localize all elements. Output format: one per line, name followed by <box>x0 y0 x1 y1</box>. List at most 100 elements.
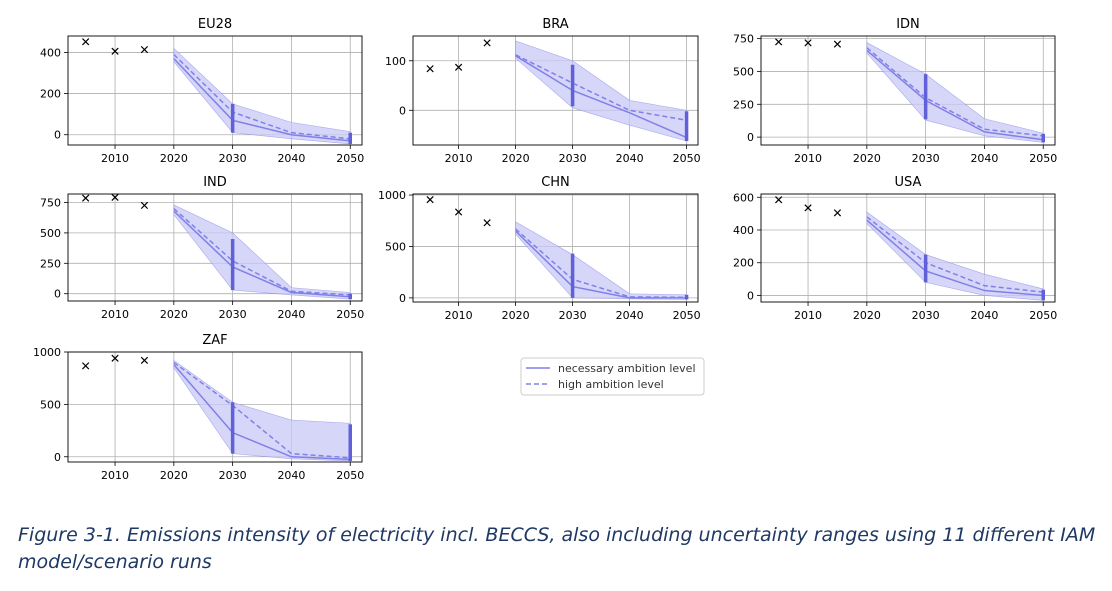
y-tick-label: 500 <box>733 65 754 78</box>
x-tick-label: 2040 <box>277 469 305 482</box>
necessary-ambition-line <box>515 230 687 299</box>
legend-high-label: high ambition level <box>558 378 664 391</box>
x-tick-label: 2010 <box>101 308 129 321</box>
y-tick-label: 500 <box>40 227 61 240</box>
panel-title: CHN <box>541 175 570 190</box>
x-tick-label: 2030 <box>559 309 587 322</box>
x-tick-label: 2020 <box>160 308 188 321</box>
historical-marker <box>111 354 119 362</box>
x-tick-label: 2050 <box>1029 152 1057 165</box>
x-tick-label: 2030 <box>219 308 247 321</box>
y-tick-label: 600 <box>733 191 754 204</box>
x-tick-label: 2030 <box>559 152 587 165</box>
x-tick-label: 2020 <box>160 469 188 482</box>
x-tick-label: 2050 <box>1029 309 1057 322</box>
x-tick-label: 2010 <box>101 469 129 482</box>
panel-title: BRA <box>542 17 568 32</box>
uncertainty-band <box>173 47 351 145</box>
y-tick-label: 250 <box>733 98 754 111</box>
x-tick-label: 2040 <box>616 309 644 322</box>
x-tick-label: 2010 <box>101 152 129 165</box>
marker-stroke <box>111 354 119 362</box>
panel-bra: BRA 2010 2020 2030 2040 2050 0 100 <box>385 17 701 165</box>
historical-marker <box>483 39 491 47</box>
uncertainty-band <box>173 359 351 462</box>
x-tick-label: 2040 <box>277 308 305 321</box>
necessary-ambition-line <box>866 219 1044 297</box>
historical-marker <box>140 356 149 365</box>
y-tick-label: 100 <box>385 55 406 68</box>
high-ambition-line <box>515 54 687 121</box>
uncertainty-band <box>866 42 1044 143</box>
necessary-ambition-line <box>866 49 1044 141</box>
panel-eu28: EU28 2010 2020 2030 2040 2050 0 200 400 <box>40 17 364 165</box>
high-ambition-line <box>515 228 687 299</box>
y-tick-label: 0 <box>399 292 406 305</box>
y-tick-label: 500 <box>40 398 61 411</box>
y-tick-label: 200 <box>40 88 61 101</box>
axes-frame <box>412 193 699 303</box>
historical-marker <box>833 40 842 48</box>
y-tick-label: 0 <box>54 451 61 464</box>
marker-stroke <box>804 204 812 212</box>
necessary-ambition-line <box>173 210 351 298</box>
marker-stroke <box>454 208 463 216</box>
marker-stroke <box>804 39 812 47</box>
x-tick-label: 2040 <box>970 309 998 322</box>
x-tick-label: 2040 <box>277 152 305 165</box>
marker-stroke <box>140 45 149 54</box>
axes-frame <box>760 35 1056 146</box>
axes-frame <box>67 35 363 146</box>
marker-stroke <box>483 39 491 47</box>
x-tick-label: 2030 <box>219 469 247 482</box>
x-tick-label: 2050 <box>673 309 701 322</box>
y-tick-label: 1000 <box>33 346 61 359</box>
panel-usa: USA 2010 2020 2030 2040 2050 0 200 400 600 <box>733 175 1057 322</box>
high-ambition-line <box>173 361 351 459</box>
y-tick-label: 750 <box>733 33 754 46</box>
axes-frame <box>67 351 363 463</box>
y-tick-label: 250 <box>40 257 61 270</box>
y-tick-label: 0 <box>747 131 754 144</box>
panel-title: IDN <box>896 17 920 32</box>
marker-stroke <box>483 219 491 227</box>
marker-stroke <box>775 196 783 204</box>
y-tick-label: 0 <box>54 129 61 142</box>
x-tick-label: 2010 <box>794 309 822 322</box>
necessary-ambition-line <box>173 58 351 142</box>
x-tick-label: 2020 <box>160 152 188 165</box>
marker-stroke <box>82 362 90 370</box>
y-tick-label: 0 <box>399 104 406 117</box>
marker-stroke <box>111 193 119 202</box>
y-tick-label: 1000 <box>378 189 406 202</box>
historical-marker <box>82 194 90 202</box>
necessary-ambition-line <box>515 55 687 139</box>
historical-marker <box>426 196 434 204</box>
x-tick-label: 2050 <box>336 152 364 165</box>
axes-frame <box>412 35 699 146</box>
high-ambition-line <box>173 53 351 140</box>
x-tick-label: 2050 <box>336 308 364 321</box>
uncertainty-band <box>866 211 1044 301</box>
legend-necessary-label: necessary ambition level <box>558 362 696 375</box>
figure-caption: Figure 3-1. Emissions intensity of elect… <box>18 524 1096 573</box>
necessary-ambition-line <box>173 364 351 461</box>
marker-stroke <box>140 201 149 210</box>
y-tick-label: 200 <box>733 257 754 270</box>
panel-title: ZAF <box>202 333 227 348</box>
marker-stroke <box>775 38 783 46</box>
historical-marker <box>804 39 812 47</box>
historical-marker <box>140 45 149 54</box>
figure-panels: EU28 2010 2020 2030 2040 2050 0 200 400 BRA 2010 20… <box>33 17 1057 482</box>
marker-stroke <box>82 38 90 46</box>
panel-ind: IND 2010 2020 2030 2040 2050 0 250 500 750 <box>40 175 364 321</box>
marker-stroke <box>111 47 119 55</box>
x-tick-label: 2020 <box>502 309 530 322</box>
x-tick-label: 2020 <box>502 152 530 165</box>
y-tick-label: 400 <box>40 46 61 59</box>
x-tick-label: 2010 <box>445 309 473 322</box>
marker-stroke <box>454 63 463 71</box>
uncertainty-band <box>173 204 351 300</box>
historical-marker <box>82 38 90 46</box>
panel-idn: IDN 2010 2020 2030 2040 2050 0 250 500 750 <box>733 17 1057 165</box>
